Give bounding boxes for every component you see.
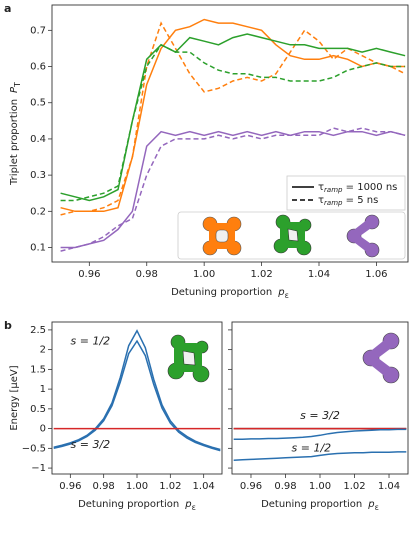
y-tick-label: 0.6 [30,62,46,73]
series-line [233,428,407,441]
x-tick-label: 0.98 [136,269,158,280]
legend-sub: ramp [324,199,343,207]
legend-text: = 1000 ns [342,182,397,193]
series-line [53,329,221,451]
x-label-text: Detuning proportion [261,499,362,510]
legend-box [286,175,406,211]
y-tick-label: 1.5 [30,364,46,375]
legend-symbol: τ [318,182,324,193]
series-line [60,33,406,202]
x-tick-label: 1.00 [126,481,148,492]
x-tick-label: 0.96 [59,481,81,492]
series-line [233,451,407,461]
y-tick-label: 0 [40,424,46,435]
x-tick-label: 0.96 [240,481,262,492]
axes-frame [51,4,409,263]
panel-label: b [4,319,12,332]
y-axis-label: Triplet proportion PT [9,82,22,186]
x-label-sub: ε [192,503,196,512]
x-tick-label: 1.04 [193,481,215,492]
x-axis-label: Detuning proportion pε [78,499,196,512]
x-tick-label: 1.04 [308,269,330,280]
plot-lines [53,18,407,461]
y-label-sub: T [13,82,22,88]
y-label-text: Energy [μeV] [9,365,20,430]
y-tick-label: −0.5 [22,443,46,454]
x-tick-label: 1.02 [159,481,181,492]
orange-shape [202,216,242,256]
annotation: s = 1/2 [292,441,332,454]
series-line [60,43,406,202]
purple-shape [346,214,380,258]
y-tick-label: −1 [31,463,46,474]
y-tick-label: 0.5 [30,404,46,415]
x-tick-label: 0.96 [78,269,100,280]
x-label-sub: ε [285,291,289,300]
x-tick-label: 1.02 [250,269,272,280]
x-label-symbol: p [277,287,284,298]
y-tick-label: 1 [40,384,46,395]
panel-label: a [4,2,11,15]
y-label-symbol: P [9,86,20,93]
y-tick-label: 0.2 [30,206,46,217]
x-axis-label: Detuning proportion pε [261,499,379,512]
legend-symbol: τ [318,195,324,206]
x-tick-label: 0.98 [274,481,296,492]
annotation: s = 1/2 [71,335,111,348]
x-tick-label: 0.98 [93,481,115,492]
x-label-symbol: p [367,499,374,510]
x-tick-label: 1.06 [365,269,387,280]
y-tick-label: 0.4 [30,134,46,145]
series-line [60,127,406,252]
x-label-text: Detuning proportion [78,499,179,510]
x-label-sub: ε [375,503,379,512]
x-label-symbol: p [184,499,191,510]
y-tick-label: 0.1 [30,243,46,254]
y-tick-label: 0.5 [30,98,46,109]
x-tick-label: 1.00 [309,481,331,492]
x-axis-label: Detuning proportion pε [171,287,289,300]
y-tick-label: 2.5 [30,325,46,336]
legend-text: = 5 ns [342,195,378,206]
series-line [60,130,406,249]
y-tick-label: 0.7 [30,25,46,36]
legend-label: τramp = 1000 ns [318,182,397,194]
x-tick-label: 1.00 [193,269,215,280]
green-shape-b [167,334,210,383]
x-tick-label: 1.04 [378,481,400,492]
y-label-text: Triplet proportion [9,99,20,186]
y-tick-label: 0.3 [30,170,46,181]
y-axis-label: Energy [μeV] [9,365,20,430]
y-tick-label: 2 [40,345,46,356]
legend-label: τramp = 5 ns [318,195,378,207]
legend-sub: ramp [324,186,343,194]
annotation: s = 3/2 [300,409,340,422]
series-line [53,339,221,452]
x-tick-label: 1.02 [343,481,365,492]
series-line [60,18,406,213]
annotation: s = 3/2 [71,438,111,451]
purple-shape-b [362,332,400,384]
x-label-text: Detuning proportion [171,287,272,298]
green-shape [273,214,312,256]
